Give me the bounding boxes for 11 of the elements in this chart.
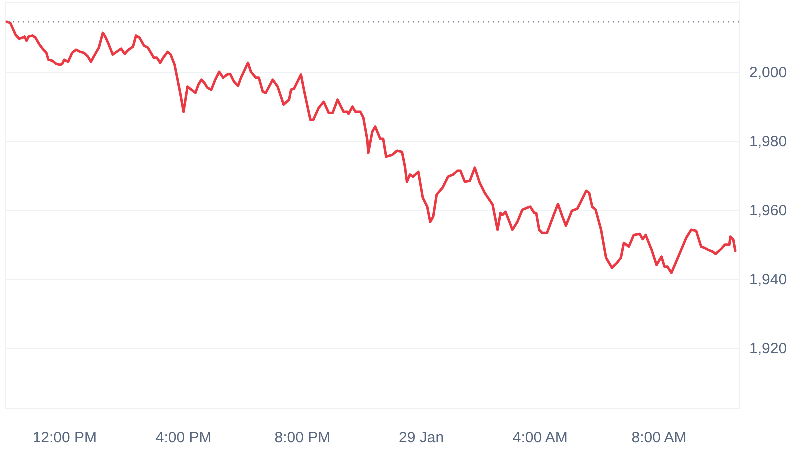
- y-tick-label: 1,920: [750, 340, 788, 358]
- x-tick-label: 8:00 AM: [632, 430, 687, 446]
- y-tick-label: 1,940: [750, 271, 788, 288]
- y-tick-label: 1,960: [750, 202, 788, 220]
- y-tick-label: 2,000: [750, 64, 788, 82]
- x-tick-label: 8:00 PM: [274, 430, 331, 446]
- x-tick-label: 12:00 PM: [32, 430, 98, 446]
- x-tick-label: 29 Jan: [399, 430, 444, 446]
- y-tick-label: 1,980: [750, 134, 788, 151]
- x-tick-label: 4:00 AM: [512, 430, 568, 446]
- x-tick-label: 4:00 PM: [156, 430, 212, 446]
